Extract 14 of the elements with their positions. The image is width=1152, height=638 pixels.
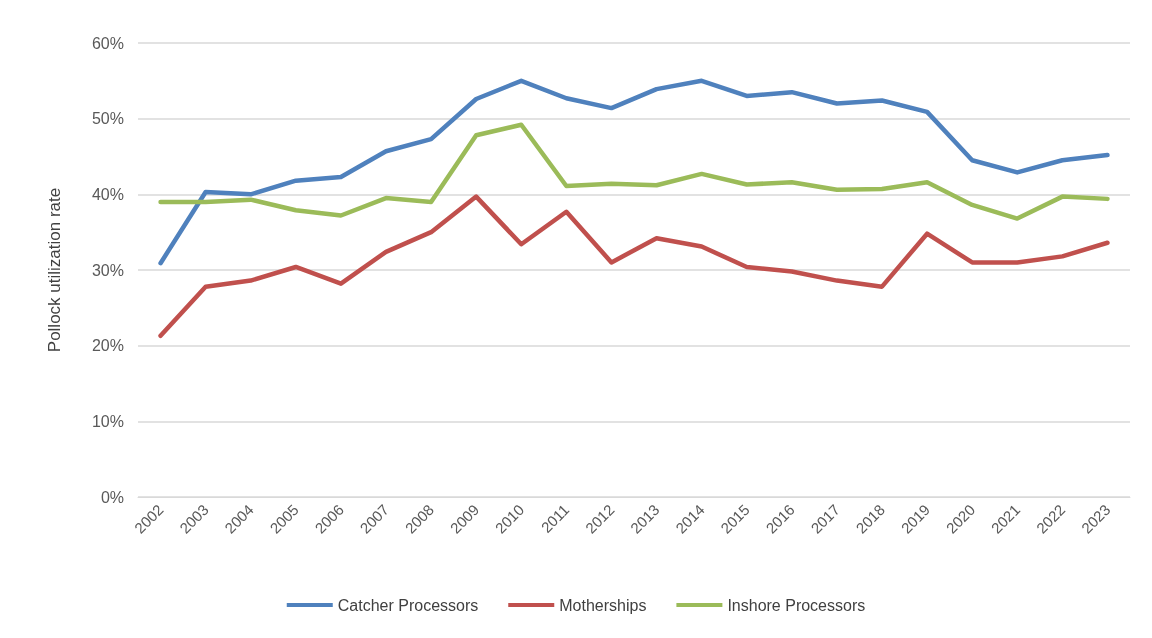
line-series — [158, 78, 1110, 266]
legend-label: Catcher Processors — [337, 596, 479, 614]
y-tick-label: 30% — [91, 261, 124, 279]
y-tick-label: 20% — [91, 337, 124, 355]
y-tick-label: 60% — [91, 34, 124, 52]
y-tick-label: 40% — [91, 185, 124, 203]
y-tick-label: 10% — [91, 412, 124, 430]
legend-label: Motherships — [559, 596, 647, 614]
legend-label: Inshore Processors — [727, 596, 866, 614]
line-series — [158, 122, 1110, 221]
y-tick-label: 0% — [100, 488, 124, 506]
y-axis-title: Pollock utilization rate — [45, 187, 64, 353]
line-series — [158, 194, 1110, 339]
y-tick-label: 50% — [91, 110, 124, 128]
